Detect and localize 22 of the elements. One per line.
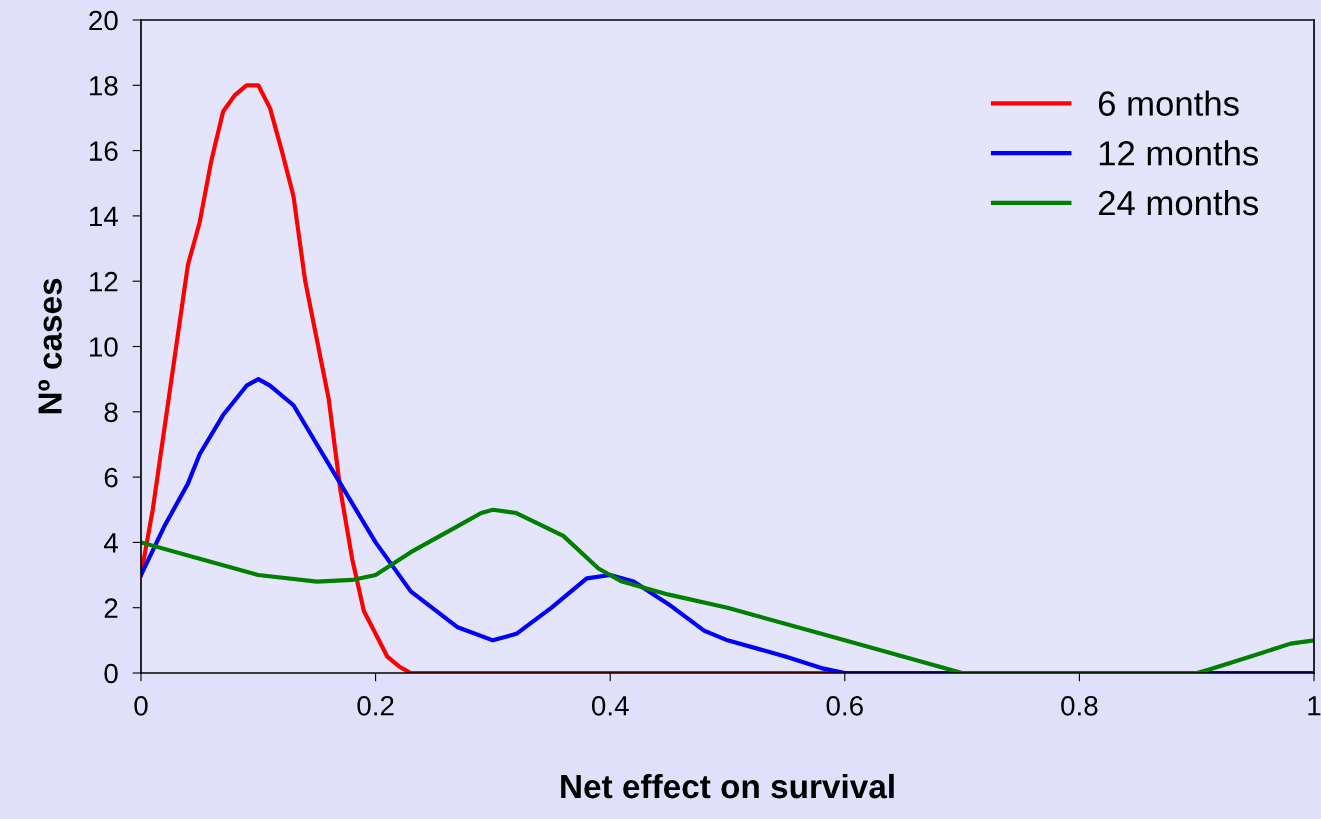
x-tick-label: 0.2 xyxy=(357,695,394,716)
legend-label: 6 months xyxy=(1098,90,1239,116)
y-tick-label: 2 xyxy=(104,598,118,618)
y-tick-label: 4 xyxy=(103,533,118,553)
y-tick-label: 18 xyxy=(90,75,118,96)
legend-label: 12 months xyxy=(1099,140,1259,166)
x-tick-label: 0.8 xyxy=(1061,695,1098,716)
y-tick-label: 8 xyxy=(104,402,118,423)
x-tick-label: 0.4 xyxy=(591,695,629,716)
y-tick-label: 14 xyxy=(90,206,118,226)
y-tick-label: 16 xyxy=(90,141,118,161)
y-tick-label: 6 xyxy=(104,467,118,488)
y-tick-label: 20 xyxy=(89,10,118,31)
y-tick-label: 10 xyxy=(90,337,118,357)
y-axis-title: Nº cases xyxy=(38,278,62,414)
y-tick-label: 12 xyxy=(90,271,118,292)
y-tick-label: 0 xyxy=(104,663,118,684)
x-tick-label: 1 xyxy=(1308,696,1321,716)
x-tick-label: 0.6 xyxy=(826,695,863,716)
legend-label: 24 months xyxy=(1098,189,1259,216)
x-axis-title: Net effect on survival xyxy=(561,773,894,799)
x-tick-label: 0 xyxy=(134,695,148,716)
